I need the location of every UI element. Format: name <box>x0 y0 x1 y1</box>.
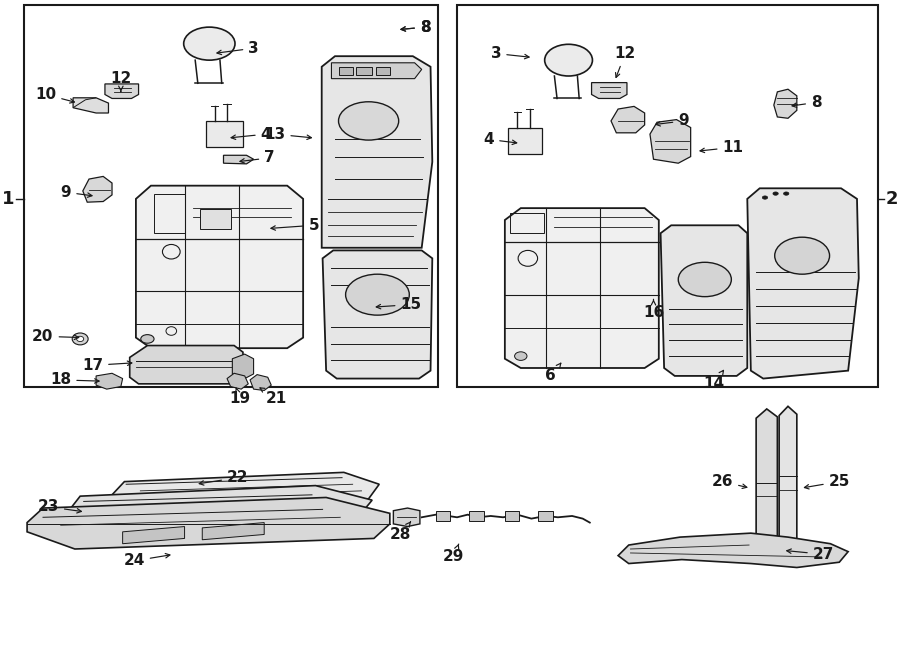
Ellipse shape <box>544 44 592 76</box>
Polygon shape <box>223 156 254 164</box>
Polygon shape <box>356 67 372 75</box>
Ellipse shape <box>679 262 732 297</box>
Text: 7: 7 <box>240 150 274 166</box>
Polygon shape <box>27 497 390 549</box>
Text: 13: 13 <box>265 126 311 142</box>
Polygon shape <box>83 176 112 202</box>
Polygon shape <box>202 522 265 540</box>
Text: 26: 26 <box>712 474 747 489</box>
Text: 12: 12 <box>110 71 131 92</box>
Text: 18: 18 <box>50 373 99 387</box>
Polygon shape <box>322 250 432 379</box>
Polygon shape <box>508 128 542 154</box>
Ellipse shape <box>762 196 768 199</box>
Text: 8: 8 <box>792 95 822 110</box>
Polygon shape <box>375 67 390 75</box>
Polygon shape <box>661 225 747 376</box>
Polygon shape <box>591 83 627 99</box>
Text: 4: 4 <box>231 126 271 142</box>
Text: 8: 8 <box>401 20 430 34</box>
Polygon shape <box>505 208 659 368</box>
Text: 2: 2 <box>886 190 898 208</box>
Text: 16: 16 <box>643 299 664 320</box>
Polygon shape <box>73 98 109 113</box>
Text: 9: 9 <box>60 185 92 200</box>
Polygon shape <box>227 373 248 389</box>
Polygon shape <box>470 510 483 521</box>
Polygon shape <box>96 373 122 389</box>
Polygon shape <box>538 510 553 521</box>
Ellipse shape <box>338 102 399 140</box>
Text: 15: 15 <box>376 297 421 312</box>
Text: 27: 27 <box>787 547 834 562</box>
Text: 24: 24 <box>123 553 170 569</box>
Text: 25: 25 <box>805 474 850 489</box>
Text: 4: 4 <box>483 132 517 147</box>
Polygon shape <box>112 473 379 508</box>
Text: 6: 6 <box>545 363 561 383</box>
Polygon shape <box>331 63 422 79</box>
Ellipse shape <box>72 333 88 345</box>
Text: 29: 29 <box>443 544 464 565</box>
Polygon shape <box>747 188 859 379</box>
Ellipse shape <box>76 336 84 342</box>
Polygon shape <box>122 526 184 544</box>
Polygon shape <box>779 406 796 562</box>
Polygon shape <box>756 409 778 558</box>
Bar <box>457 5 878 387</box>
Polygon shape <box>436 510 450 521</box>
Polygon shape <box>136 185 303 348</box>
Text: 1: 1 <box>2 190 14 208</box>
Text: 11: 11 <box>700 140 743 155</box>
Text: 22: 22 <box>199 470 248 485</box>
Ellipse shape <box>784 192 789 195</box>
Text: 12: 12 <box>615 46 635 77</box>
Ellipse shape <box>184 27 235 60</box>
Text: 20: 20 <box>32 329 78 344</box>
Text: 28: 28 <box>390 522 411 542</box>
Polygon shape <box>618 533 848 567</box>
Polygon shape <box>206 121 243 148</box>
Polygon shape <box>650 120 690 164</box>
Ellipse shape <box>140 334 154 343</box>
Text: 5: 5 <box>271 218 320 233</box>
Polygon shape <box>201 209 230 228</box>
Text: 10: 10 <box>35 87 75 103</box>
Polygon shape <box>250 375 271 391</box>
Polygon shape <box>338 67 353 75</box>
Text: 14: 14 <box>703 370 724 391</box>
Text: 8: 8 <box>401 20 430 34</box>
Ellipse shape <box>346 274 410 315</box>
Text: 19: 19 <box>229 388 250 406</box>
Polygon shape <box>130 346 243 384</box>
Polygon shape <box>393 508 420 526</box>
Ellipse shape <box>515 352 527 360</box>
Polygon shape <box>505 510 519 521</box>
Text: 23: 23 <box>38 499 81 514</box>
Ellipse shape <box>775 237 830 274</box>
Polygon shape <box>105 84 139 99</box>
Polygon shape <box>774 89 796 118</box>
Text: 3: 3 <box>217 41 259 56</box>
Polygon shape <box>321 56 432 248</box>
Text: 17: 17 <box>82 358 131 373</box>
Ellipse shape <box>773 192 778 195</box>
Polygon shape <box>611 107 644 133</box>
Text: 9: 9 <box>656 113 688 128</box>
Bar <box>23 5 437 387</box>
Polygon shape <box>232 354 254 379</box>
Text: 21: 21 <box>260 388 287 406</box>
Text: 3: 3 <box>491 46 529 61</box>
Polygon shape <box>68 486 372 528</box>
